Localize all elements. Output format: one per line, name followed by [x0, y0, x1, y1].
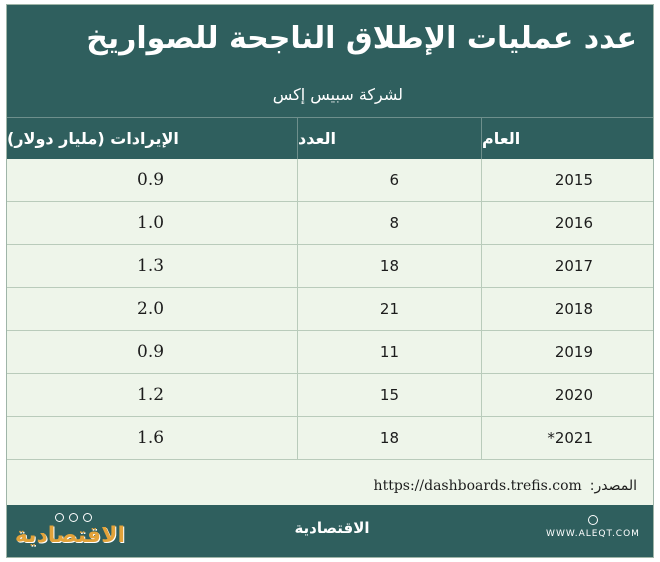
cell-count: 21: [297, 288, 481, 330]
cell-count: 15: [297, 374, 481, 416]
cell-year: 2016: [481, 202, 653, 244]
twitter-icon: [55, 513, 64, 522]
center-logo: الاقتصادية: [294, 519, 370, 537]
cell-revenue: 0.9: [137, 170, 165, 190]
cell-revenue: 1.2: [137, 385, 165, 405]
cell-count: 18: [297, 245, 481, 287]
header: عدد عمليات الإطلاق الناجحة للصواريخ لشرك…: [7, 5, 653, 117]
cell-count: 11: [297, 331, 481, 373]
column-header-revenue: الإيرادات (مليار دولار): [7, 129, 179, 148]
site-link: WWW.ALEQT.COM: [543, 511, 643, 551]
site-url: WWW.ALEQT.COM: [546, 529, 640, 539]
table-row: 1.3 18 2017: [7, 245, 653, 288]
cell-year: *2021: [481, 417, 653, 459]
brand-logo: الاقتصادية: [15, 511, 125, 553]
cell-revenue: 1.6: [137, 428, 165, 448]
cell-year: 2015: [481, 159, 653, 201]
cell-count: 18: [297, 417, 481, 459]
instagram-icon: [83, 513, 92, 522]
source-line: https://dashboards.trefis.com المصدر:: [7, 473, 653, 499]
brand-wordmark: الاقتصادية: [14, 523, 125, 548]
cell-year: 2018: [481, 288, 653, 330]
table-body: 0.9 6 2015 1.0 8 2016 1.3 18 2017 2.0 21 2018 0.9 11 2…: [7, 159, 653, 462]
chart-title: عدد عمليات الإطلاق الناجحة للصواريخ: [86, 21, 637, 56]
table-row: 1.0 8 2016: [7, 202, 653, 245]
table-row: 1.2 15 2020: [7, 374, 653, 417]
cell-revenue: 0.9: [137, 342, 165, 362]
chart-subtitle: لشركة سبيس إكس: [272, 85, 403, 104]
cell-count: 6: [297, 159, 481, 201]
table-row: 0.9 6 2015: [7, 159, 653, 202]
table-header-row: الإيرادات (مليار دولار) العدد العام: [7, 117, 653, 159]
cell-year: 2017: [481, 245, 653, 287]
table-row: 2.0 21 2018: [7, 288, 653, 331]
social-icons: [55, 513, 92, 522]
table-row: 1.6 18 *2021: [7, 417, 653, 460]
footer-bar: الاقتصادية الاقتصادية WWW.ALEQT.COM: [7, 505, 653, 557]
site-logo-icon: [588, 515, 598, 525]
data-table: الإيرادات (مليار دولار) العدد العام 0.9 6…: [7, 117, 653, 462]
cell-revenue: 2.0: [137, 299, 165, 319]
column-header-year: العام: [481, 118, 653, 159]
cell-revenue: 1.0: [137, 213, 165, 233]
cell-revenue: 1.3: [137, 256, 165, 276]
column-header-count: العدد: [297, 118, 481, 159]
table-row: 0.9 11 2019: [7, 331, 653, 374]
facebook-icon: [69, 513, 78, 522]
source-label: المصدر:: [589, 478, 637, 494]
infographic-frame: عدد عمليات الإطلاق الناجحة للصواريخ لشرك…: [6, 4, 654, 558]
cell-year: 2020: [481, 374, 653, 416]
cell-year: 2019: [481, 331, 653, 373]
source-url: https://dashboards.trefis.com: [373, 478, 582, 494]
cell-count: 8: [297, 202, 481, 244]
